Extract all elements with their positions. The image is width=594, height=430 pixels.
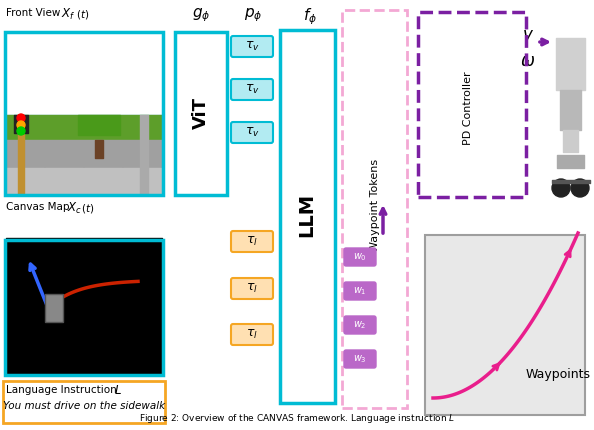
Text: Figure 2: Overview of the CANVAS framework. Language instruction $L$: Figure 2: Overview of the CANVAS framewo… [139,412,455,425]
Circle shape [571,179,589,197]
Text: $L$: $L$ [114,384,122,397]
Text: ViT: ViT [192,97,210,129]
Text: $w_3$: $w_3$ [353,353,367,365]
Text: $X_c$: $X_c$ [67,201,82,216]
Text: Canvas Map: Canvas Map [6,202,72,212]
Text: Waypoint Tokens: Waypoint Tokens [370,158,380,252]
FancyBboxPatch shape [344,316,376,334]
Text: $g_\phi$: $g_\phi$ [192,6,210,24]
FancyBboxPatch shape [45,294,63,322]
FancyBboxPatch shape [231,122,273,143]
FancyBboxPatch shape [231,231,273,252]
Text: $\tau_l$: $\tau_l$ [246,282,258,295]
Text: $\tau_v$: $\tau_v$ [245,126,260,138]
Text: $\omega$: $\omega$ [520,52,536,70]
Text: You must drive on the sidewalk: You must drive on the sidewalk [3,401,165,411]
Text: $X_f$: $X_f$ [61,7,75,22]
Circle shape [552,179,570,197]
FancyBboxPatch shape [175,32,227,195]
Text: $w_1$: $w_1$ [353,285,366,297]
Text: PD Controller: PD Controller [463,71,473,145]
Text: $\tau_l$: $\tau_l$ [246,234,258,248]
Circle shape [17,114,25,122]
FancyBboxPatch shape [231,79,273,100]
FancyBboxPatch shape [425,235,585,415]
FancyBboxPatch shape [344,282,376,300]
FancyBboxPatch shape [231,278,273,299]
Text: Front View: Front View [6,8,64,18]
Text: $v$: $v$ [522,26,534,44]
FancyBboxPatch shape [344,248,376,266]
FancyBboxPatch shape [344,350,376,368]
Text: $p_\phi$: $p_\phi$ [244,6,262,24]
Text: $\tau_l$: $\tau_l$ [246,328,258,341]
Text: $(t)$: $(t)$ [76,8,89,21]
Circle shape [17,121,25,129]
Text: LLM: LLM [298,193,317,237]
Text: Waypoints: Waypoints [526,368,590,381]
Text: $(t)$: $(t)$ [81,202,94,215]
Text: $w_0$: $w_0$ [353,251,367,263]
Text: $\tau_v$: $\tau_v$ [245,83,260,95]
FancyBboxPatch shape [280,30,335,403]
Circle shape [17,127,25,135]
Text: Language Instruction: Language Instruction [6,385,123,395]
FancyBboxPatch shape [231,36,273,57]
Text: $w_2$: $w_2$ [353,319,366,331]
Text: $f_\phi$: $f_\phi$ [303,6,317,27]
Text: $\tau_v$: $\tau_v$ [245,40,260,52]
FancyBboxPatch shape [231,324,273,345]
FancyBboxPatch shape [3,381,165,423]
